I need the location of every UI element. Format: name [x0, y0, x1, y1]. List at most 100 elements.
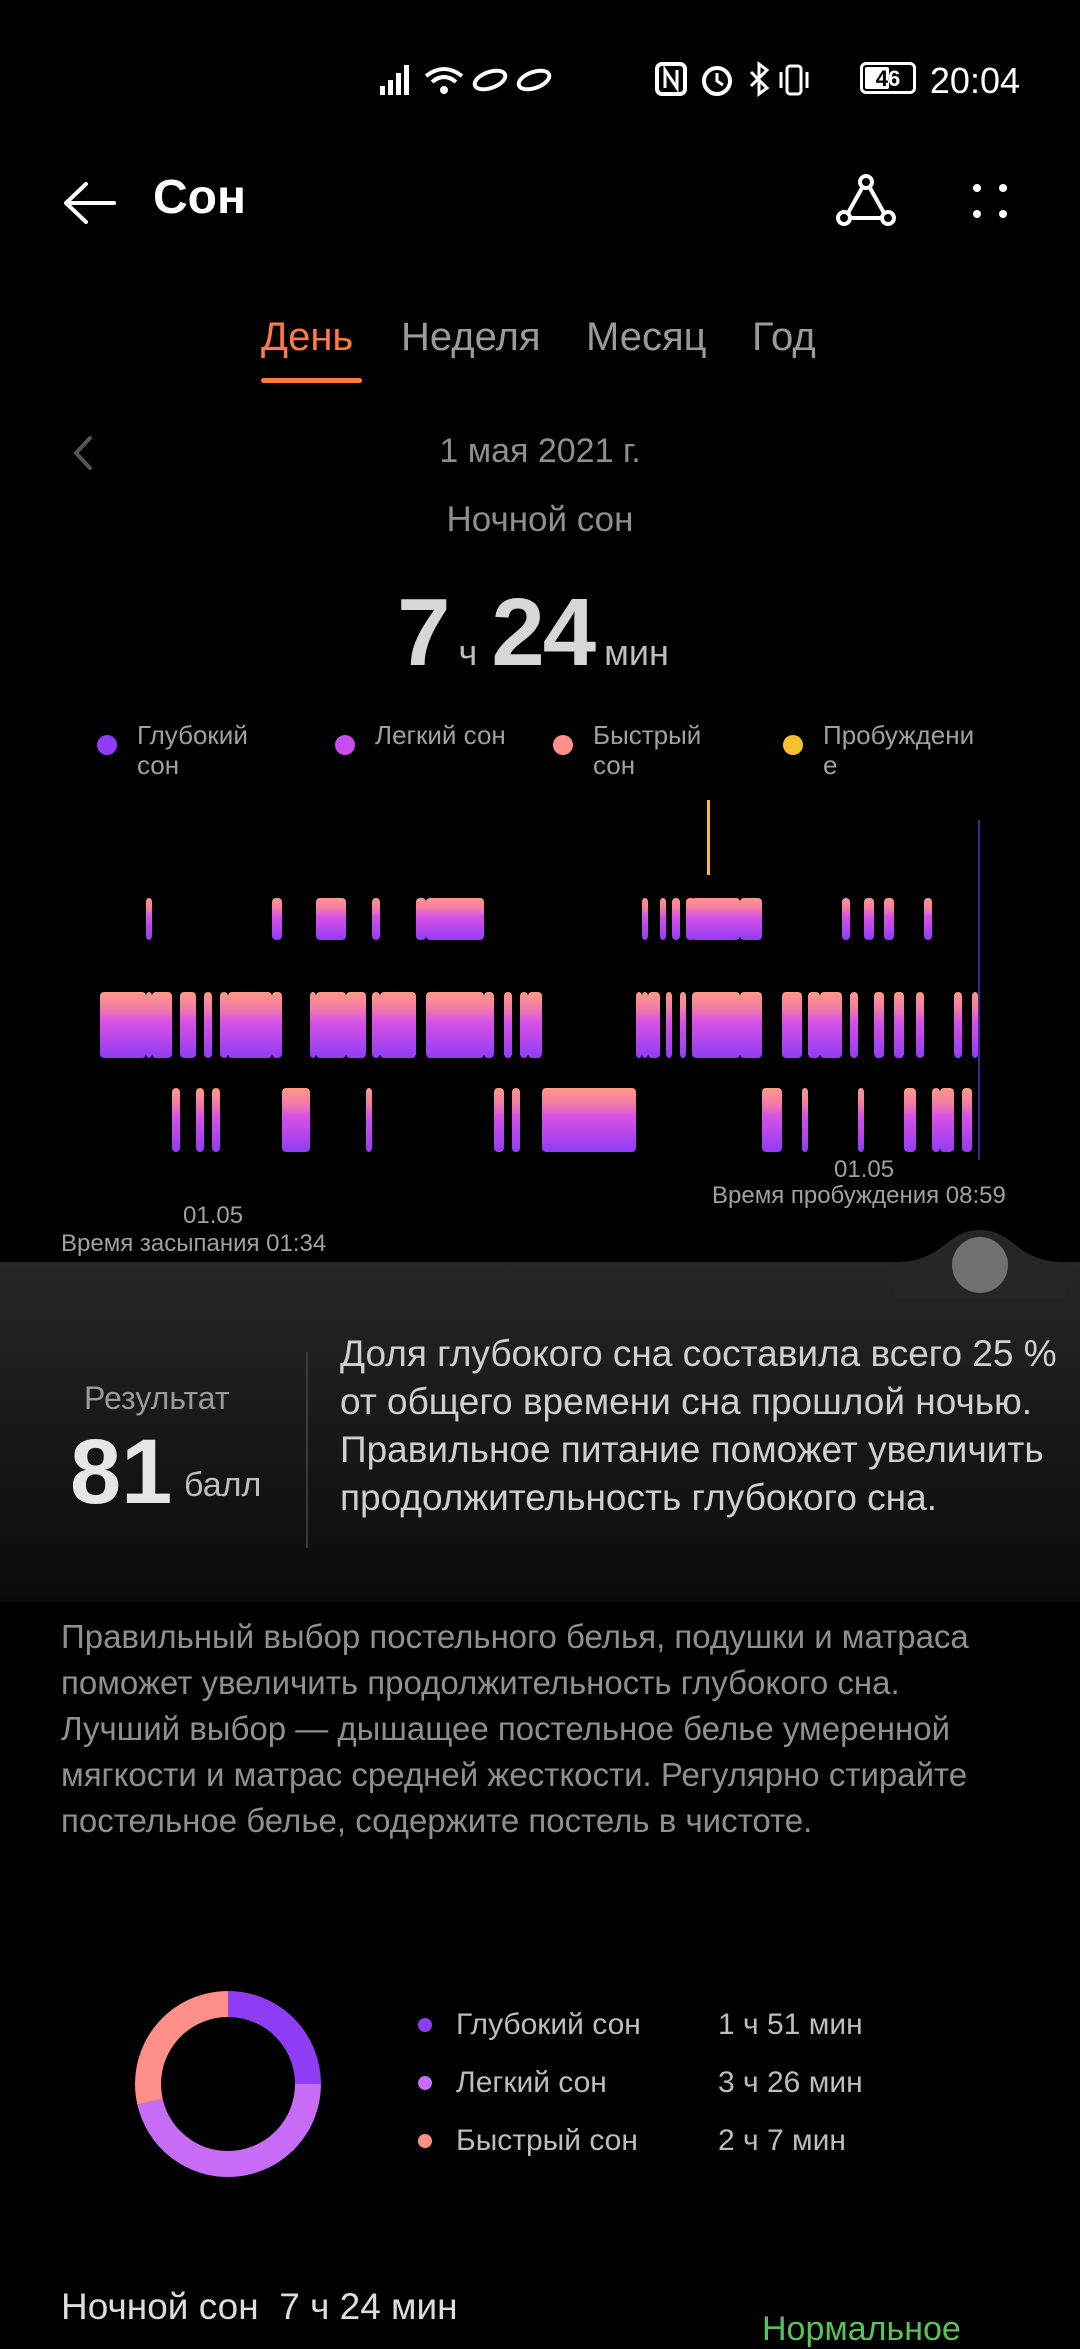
- stage-segment: [874, 992, 884, 1058]
- stage-segment: [520, 992, 528, 1058]
- system-icons: [655, 61, 809, 97]
- stage-segment: [512, 1088, 520, 1152]
- tab-month[interactable]: Месяц: [586, 315, 707, 359]
- stat-dot: [418, 2076, 432, 2090]
- night-sleep-status[interactable]: Нормальное: [762, 2310, 961, 2348]
- sleep-type: Ночной сон: [446, 500, 634, 539]
- stage-segment: [924, 898, 932, 940]
- stat-row-deep: Глубокий сон 1 ч 51 мин: [418, 2008, 863, 2042]
- stage-segment: [504, 992, 512, 1058]
- stage-segment: [740, 992, 762, 1058]
- stage-segment: [152, 992, 172, 1058]
- selected-date: 1 мая 2021 г.: [439, 432, 641, 470]
- sleep-advice: Правильный выбор постельного белья, поду…: [61, 1618, 969, 1839]
- stage-segment: [212, 1088, 220, 1152]
- status-bar: 46 20:04: [0, 0, 1080, 150]
- stage-segment: [380, 992, 416, 1058]
- result-unit: балл: [184, 1466, 262, 1504]
- legend-dot: [783, 735, 803, 755]
- stage-segment: [850, 992, 858, 1058]
- stage-segment: [666, 992, 672, 1058]
- night-sleep-row-label: Ночной сон 7 ч 24 мин: [61, 2286, 458, 2327]
- donut-slice-2: [135, 1991, 321, 2177]
- stage-segment: [180, 992, 196, 1058]
- stage-segment: [762, 1088, 782, 1152]
- stage-segment: [782, 992, 802, 1058]
- status-time: 20:04: [929, 60, 1020, 101]
- stage-segment: [220, 992, 228, 1058]
- stage-segment: [954, 992, 962, 1058]
- share-button[interactable]: [830, 168, 900, 238]
- stat-row-rem: Быстрый сон 2 ч 7 мин: [418, 2124, 846, 2158]
- wake-up-label: Время пробуждения 08:59: [712, 1182, 1006, 1209]
- result-message: Доля глубокого сна составила всего 25 % …: [340, 1333, 1057, 1518]
- stage-segment: [146, 898, 152, 940]
- stage-segment: [100, 992, 146, 1058]
- stage-segment: [962, 1088, 972, 1152]
- stage-segment: [802, 1088, 808, 1152]
- stage-segment: [282, 1088, 310, 1152]
- stage-segment: [808, 992, 820, 1058]
- share-icon: [836, 174, 896, 226]
- duration-hours: 7: [397, 579, 450, 686]
- chart-scroll-handle[interactable]: [952, 1237, 1008, 1293]
- stage-segment: [940, 1088, 954, 1152]
- stage-segment: [864, 898, 874, 940]
- more-button[interactable]: [955, 168, 1025, 238]
- stage-segment: [416, 898, 426, 940]
- stage-segment: [858, 1088, 864, 1152]
- stage-segment: [842, 898, 850, 940]
- stage-segment: [884, 898, 894, 940]
- sleep-start-label: Время засыпания 01:34: [61, 1230, 327, 1257]
- stage-segment: [228, 992, 272, 1058]
- stage-segment: [932, 1088, 940, 1152]
- end-date-label: 01.05: [834, 1156, 895, 1183]
- stage-segment: [820, 992, 842, 1058]
- previous-day-button[interactable]: [60, 428, 110, 478]
- sleep-duration: 7 ч 24 мин: [0, 578, 1080, 688]
- stage-segment: [484, 992, 494, 1058]
- duration-hours-unit: ч: [458, 632, 478, 673]
- end-marker: [978, 820, 980, 1160]
- stage-segment: [636, 992, 642, 1058]
- stage-segment: [272, 898, 282, 940]
- legend-dot: [335, 735, 355, 755]
- active-tab-indicator: [261, 378, 362, 383]
- stage-segment: [680, 992, 686, 1058]
- stage-segment: [672, 898, 680, 940]
- stage-segment: [372, 992, 380, 1058]
- legend-rem-sleep: Быстрый сон: [553, 720, 723, 780]
- tab-year[interactable]: Год: [752, 315, 816, 359]
- awake-mark: [707, 800, 710, 875]
- legend-awake: Пробуждение: [783, 720, 983, 780]
- stage-segment: [316, 992, 346, 1058]
- stage-segment: [692, 992, 740, 1058]
- sleep-stage-chart[interactable]: 01.05 Время засыпания 01:34 01.05 Время …: [0, 790, 1080, 1270]
- tab-week[interactable]: Неделя: [401, 315, 541, 359]
- legend-dot: [553, 735, 573, 755]
- stage-segment: [904, 1088, 916, 1152]
- stage-segment: [426, 898, 484, 940]
- back-button[interactable]: [55, 168, 125, 238]
- result-score: 81: [70, 1421, 173, 1523]
- back-arrow-icon: [64, 182, 116, 224]
- tab-day[interactable]: День: [261, 315, 354, 359]
- stat-row-light: Легкий сон 3 ч 26 мин: [418, 2066, 863, 2100]
- stage-segment: [346, 992, 366, 1058]
- stage-segment: [146, 992, 152, 1058]
- legend-dot: [97, 735, 117, 755]
- stage-segment: [916, 992, 924, 1058]
- period-tabs: День Неделя Месяц Год: [0, 315, 1080, 385]
- duration-minutes-unit: мин: [604, 632, 669, 673]
- stat-dot: [418, 2018, 432, 2032]
- more-icon: [973, 184, 1007, 218]
- stage-segment: [542, 1088, 636, 1152]
- stage-segment: [310, 992, 316, 1058]
- result-label: Результат: [84, 1380, 230, 1416]
- page-title: Сон: [153, 171, 246, 224]
- donut-slice-1: [135, 1991, 321, 2177]
- stage-segment: [660, 898, 666, 940]
- stage-segment: [740, 898, 762, 940]
- start-date-label: 01.05: [183, 1202, 244, 1229]
- signal-wifi-icons: [380, 65, 552, 95]
